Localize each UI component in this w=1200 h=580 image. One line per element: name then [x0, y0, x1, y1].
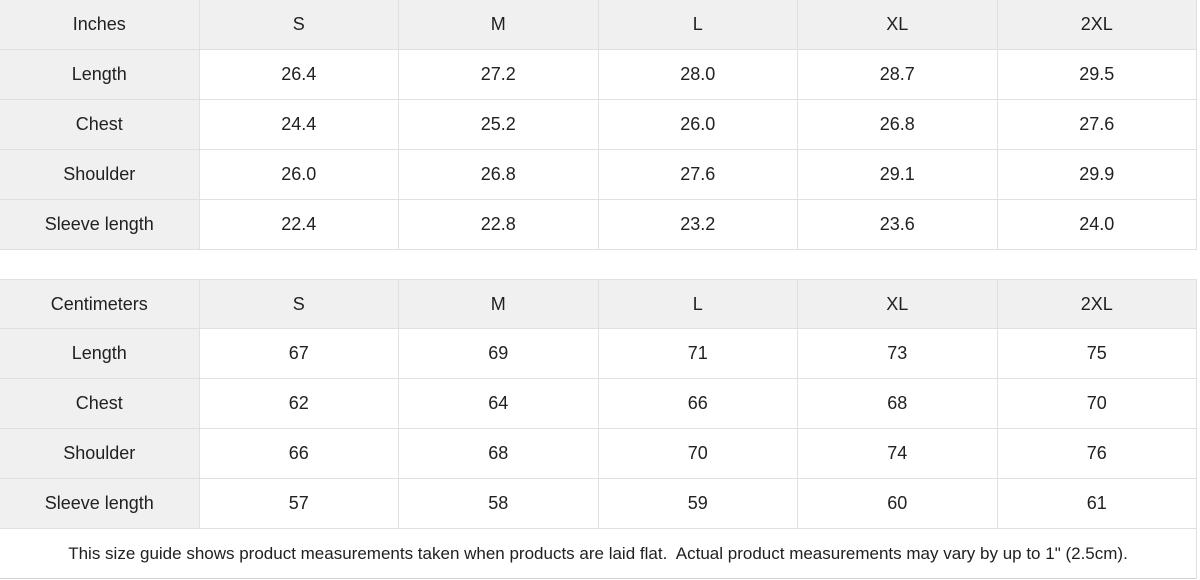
value-cell: 27.6 [997, 100, 1197, 150]
value-cell: 23.2 [598, 200, 798, 250]
value-cell: 62 [199, 379, 399, 429]
value-cell: 23.6 [798, 200, 998, 250]
table-row-shoulder: Shoulder 26.0 26.8 27.6 29.1 29.9 [0, 150, 1197, 200]
row-label-cell: Chest [0, 379, 200, 429]
value-cell: 26.0 [199, 150, 399, 200]
size-header-cell-s: S [199, 0, 399, 50]
footer-note: This size guide shows product measuremen… [0, 529, 1197, 579]
size-header-cell-2xl: 2XL [997, 0, 1197, 50]
value-cell: 71 [598, 329, 798, 379]
value-cell: 74 [798, 429, 998, 479]
value-cell: 26.0 [598, 100, 798, 150]
row-label-cell: Sleeve length [0, 479, 200, 529]
value-cell: 73 [798, 329, 998, 379]
value-cell: 22.4 [199, 200, 399, 250]
row-label-cell: Shoulder [0, 429, 200, 479]
value-cell: 68 [798, 379, 998, 429]
unit-header-cell: Inches [0, 0, 200, 50]
table-header-row: Inches S M L XL 2XL [0, 0, 1197, 50]
size-header-cell-s: S [199, 279, 399, 329]
value-cell: 68 [399, 429, 599, 479]
value-cell: 59 [598, 479, 798, 529]
value-cell: 75 [997, 329, 1197, 379]
value-cell: 28.7 [798, 50, 998, 100]
value-cell: 26.8 [399, 150, 599, 200]
value-cell: 64 [399, 379, 599, 429]
value-cell: 22.8 [399, 200, 599, 250]
row-label-cell: Length [0, 329, 200, 379]
size-header-cell-m: M [399, 0, 599, 50]
value-cell: 61 [997, 479, 1197, 529]
value-cell: 70 [997, 379, 1197, 429]
size-header-cell-xl: XL [798, 279, 998, 329]
value-cell: 60 [798, 479, 998, 529]
value-cell: 27.6 [598, 150, 798, 200]
table-header-row: Centimeters S M L XL 2XL [0, 279, 1197, 329]
value-cell: 57 [199, 479, 399, 529]
value-cell: 70 [598, 429, 798, 479]
value-cell: 69 [399, 329, 599, 379]
table-row-length: Length 67 69 71 73 75 [0, 329, 1197, 379]
row-label-cell: Shoulder [0, 150, 200, 200]
table-row-chest: Chest 62 64 66 68 70 [0, 379, 1197, 429]
value-cell: 26.4 [199, 50, 399, 100]
value-cell: 29.1 [798, 150, 998, 200]
row-label-cell: Chest [0, 100, 200, 150]
value-cell: 24.4 [199, 100, 399, 150]
size-header-cell-xl: XL [798, 0, 998, 50]
value-cell: 58 [399, 479, 599, 529]
size-header-cell-m: M [399, 279, 599, 329]
size-table-centimeters: Centimeters S M L XL 2XL Length 67 69 71… [0, 279, 1197, 529]
value-cell: 28.0 [598, 50, 798, 100]
size-table-inches: Inches S M L XL 2XL Length 26.4 27.2 28.… [0, 0, 1197, 250]
table-row-length: Length 26.4 27.2 28.0 28.7 29.5 [0, 50, 1197, 100]
size-header-cell-l: L [598, 279, 798, 329]
table-row-shoulder: Shoulder 66 68 70 74 76 [0, 429, 1197, 479]
unit-header-cell: Centimeters [0, 279, 200, 329]
table-spacer [0, 250, 1200, 279]
size-header-cell-l: L [598, 0, 798, 50]
value-cell: 26.8 [798, 100, 998, 150]
value-cell: 29.9 [997, 150, 1197, 200]
table-row-chest: Chest 24.4 25.2 26.0 26.8 27.6 [0, 100, 1197, 150]
value-cell: 24.0 [997, 200, 1197, 250]
size-header-cell-2xl: 2XL [997, 279, 1197, 329]
row-label-cell: Length [0, 50, 200, 100]
table-row-sleeve-length: Sleeve length 57 58 59 60 61 [0, 479, 1197, 529]
table-row-sleeve-length: Sleeve length 22.4 22.8 23.2 23.6 24.0 [0, 200, 1197, 250]
value-cell: 67 [199, 329, 399, 379]
value-cell: 25.2 [399, 100, 599, 150]
value-cell: 27.2 [399, 50, 599, 100]
value-cell: 66 [199, 429, 399, 479]
value-cell: 29.5 [997, 50, 1197, 100]
value-cell: 66 [598, 379, 798, 429]
row-label-cell: Sleeve length [0, 200, 200, 250]
value-cell: 76 [997, 429, 1197, 479]
